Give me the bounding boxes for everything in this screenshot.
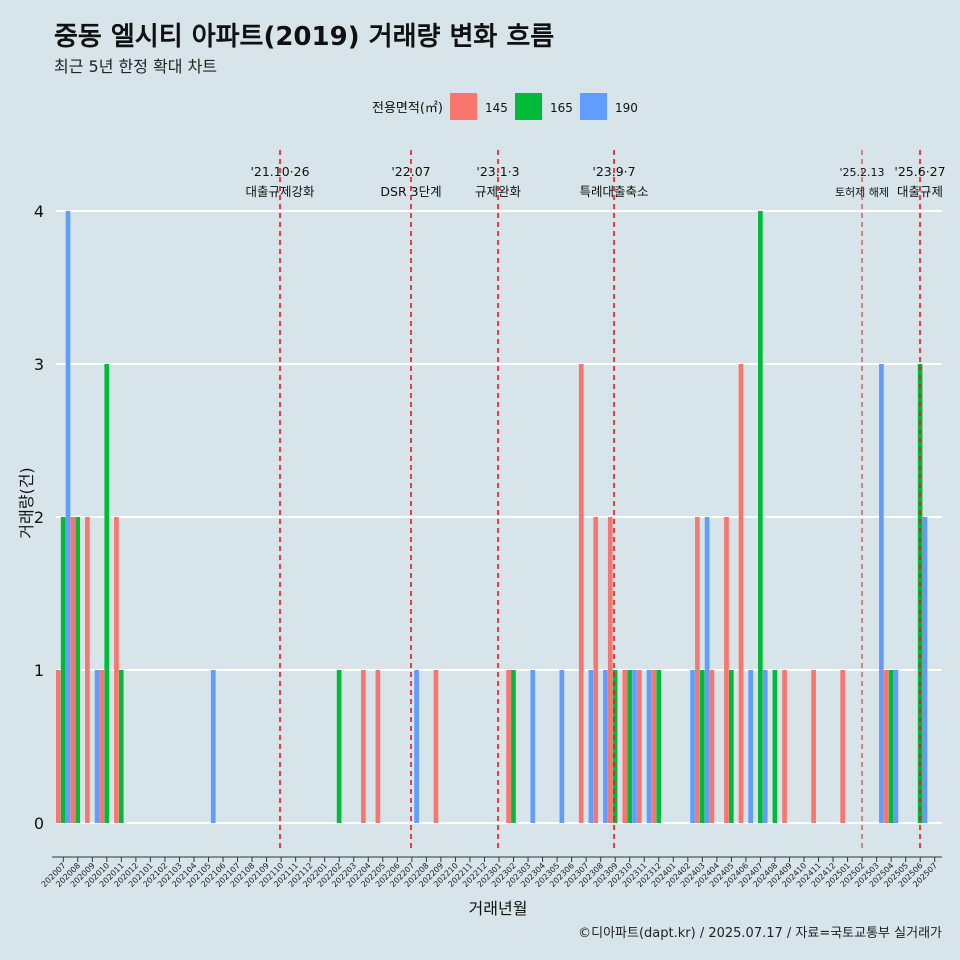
bar-165-202011: [118, 670, 124, 823]
legend-title: 전용면적(㎡): [372, 101, 443, 116]
bar-190-202007: [65, 211, 71, 823]
bar-165-202309: [612, 670, 618, 823]
x-axis-title: 거래년월: [469, 899, 528, 918]
bar-145-202406: [738, 364, 744, 823]
bar-145-202409: [782, 670, 787, 823]
bar-165-202008: [75, 517, 81, 823]
bar-190-202402: [690, 670, 695, 823]
bar-145-202411: [811, 670, 816, 823]
event-date: '25.6·27: [894, 164, 945, 179]
y-axis-title: 거래량(건): [17, 467, 36, 538]
bar-190-202105: [210, 670, 216, 823]
bar-145-202302: [506, 670, 511, 823]
event-date: '22.07: [391, 164, 430, 179]
bar-145-202403: [695, 517, 700, 823]
chart-subtitle: 최근 5년 한정 확대 차트: [54, 57, 218, 76]
bar-145-202504: [883, 670, 889, 823]
y-tick-label: 1: [34, 661, 44, 680]
event-label: 대출규제강화: [245, 184, 315, 199]
legend-swatch-190: [580, 93, 607, 120]
bar-190-202311: [646, 670, 652, 823]
bar-190-202406: [748, 670, 753, 823]
event-date: '23.9·7: [592, 164, 635, 179]
bar-190-202308: [603, 670, 608, 823]
bar-165-202403: [699, 670, 705, 823]
bar-190-202407: [762, 670, 768, 823]
legend-swatch-165: [515, 93, 542, 120]
bar-190-202307: [588, 670, 594, 823]
y-tick-label: 0: [34, 814, 44, 833]
bar-190-202310: [632, 670, 637, 823]
legend-swatch-145: [450, 93, 477, 120]
bar-145-202007: [56, 670, 61, 823]
source-caption: ©디아파트(dapt.kr) / 2025.07.17 / 자료=국토교통부 실…: [578, 926, 942, 941]
event-label: DSR 3단계: [380, 184, 441, 199]
event-label: 특례대출축소: [579, 184, 648, 199]
bar-190-202207: [414, 670, 419, 823]
bar-165-202010: [104, 364, 110, 823]
bar-145-202205: [375, 670, 381, 823]
event-date: '25.2.13: [839, 166, 884, 179]
bar-165-202407: [758, 211, 763, 823]
bar-165-202202: [336, 670, 342, 823]
y-tick-label: 2: [34, 508, 44, 527]
bar-165-202408: [772, 670, 778, 823]
bar-145-202009: [85, 517, 90, 823]
y-tick-label: 4: [34, 202, 44, 221]
legend-label: 145: [485, 101, 508, 115]
bar-165-202310: [627, 670, 632, 823]
event-label: 대출규제: [897, 184, 943, 199]
bar-145-202307: [578, 364, 584, 823]
bar-165-202312: [656, 670, 661, 823]
y-tick-label: 3: [34, 355, 44, 374]
event-label: 규제완화: [475, 184, 522, 199]
bar-165-202007: [60, 517, 66, 823]
bar-190-202503: [879, 364, 884, 823]
bar-190-202303: [530, 670, 536, 823]
legend-label: 165: [550, 101, 573, 115]
event-label: 토허제 해제: [835, 185, 889, 199]
bar-145-202008: [70, 517, 76, 823]
bar-145-202309: [607, 517, 613, 823]
bar-145-202311: [636, 670, 642, 823]
bar-145-202405: [724, 517, 729, 823]
bar-165-202405: [728, 670, 734, 823]
chart-title: 중동 엘시티 아파트(2019) 거래량 변화 흐름: [54, 22, 555, 52]
event-date: '23.1·3: [476, 164, 519, 179]
bar-145-202308: [593, 517, 599, 823]
bar-190-202305: [559, 670, 565, 823]
bar-190-202504: [893, 670, 899, 823]
bar-145-202209: [433, 670, 439, 823]
bar-190-202009: [94, 670, 100, 823]
bar-145-202204: [361, 670, 366, 823]
bar-165-202302: [511, 670, 516, 823]
bar-145-202404: [709, 670, 715, 823]
legend-label: 190: [615, 101, 638, 115]
bar-145-202011: [114, 517, 119, 823]
bar-190-202403: [704, 517, 710, 823]
bar-145-202501: [840, 670, 845, 823]
bar-190-202506: [922, 517, 928, 823]
event-date: '21.10·26: [250, 164, 309, 179]
bar-145-202310: [622, 670, 628, 823]
bar-145-202312: [651, 670, 657, 823]
bar-145-202010: [99, 670, 105, 823]
bar-165-202504: [888, 670, 894, 823]
